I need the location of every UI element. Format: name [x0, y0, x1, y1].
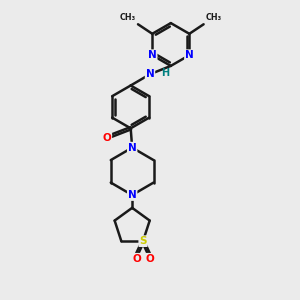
Text: S: S: [139, 236, 147, 246]
Text: O: O: [103, 133, 111, 143]
Text: N: N: [146, 69, 154, 79]
Text: H: H: [161, 68, 169, 78]
Text: N: N: [128, 142, 136, 153]
Text: N: N: [128, 190, 136, 200]
Text: CH₃: CH₃: [119, 13, 136, 22]
Text: O: O: [145, 254, 154, 264]
Text: O: O: [132, 254, 141, 264]
Text: N: N: [148, 50, 157, 60]
Text: CH₃: CH₃: [206, 13, 222, 22]
Text: N: N: [185, 50, 194, 60]
